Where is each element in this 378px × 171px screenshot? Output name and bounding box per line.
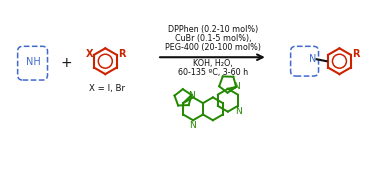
- Text: N: N: [233, 82, 240, 91]
- Text: CuBr (0.1-5 mol%),: CuBr (0.1-5 mol%),: [175, 34, 251, 43]
- Text: R: R: [118, 49, 125, 59]
- Text: X = I, Br: X = I, Br: [89, 84, 125, 94]
- Text: KOH, H₂O,: KOH, H₂O,: [193, 59, 233, 68]
- Text: N: N: [188, 90, 195, 100]
- Text: X: X: [85, 49, 93, 59]
- Text: DPPhen (0.2-10 mol%): DPPhen (0.2-10 mol%): [168, 25, 258, 34]
- Text: N: N: [235, 107, 242, 116]
- Text: NH: NH: [26, 57, 41, 67]
- Text: 60-135 ºC, 3-60 h: 60-135 ºC, 3-60 h: [178, 68, 248, 77]
- Text: +: +: [60, 56, 72, 70]
- Text: R: R: [352, 49, 359, 59]
- Text: PEG-400 (20-100 mol%): PEG-400 (20-100 mol%): [165, 43, 261, 52]
- Text: N: N: [309, 54, 316, 64]
- Text: N: N: [189, 121, 195, 130]
